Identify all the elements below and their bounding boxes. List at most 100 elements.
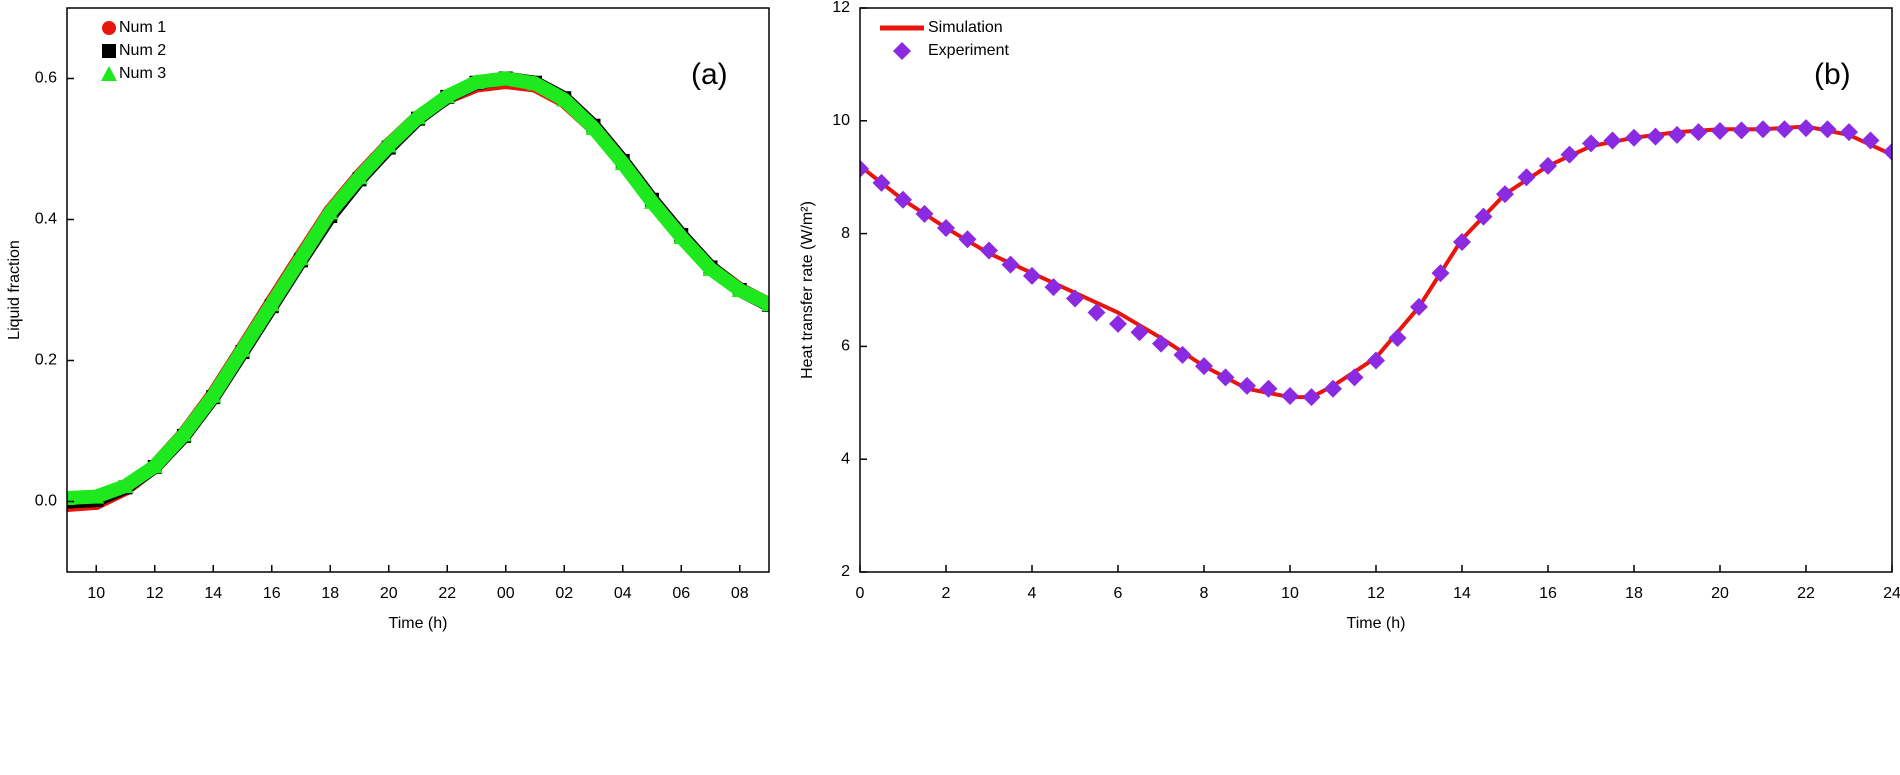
y-tick-label: 0.2 [35, 352, 57, 369]
marker [1066, 289, 1084, 308]
marker [1388, 328, 1407, 347]
marker [380, 137, 397, 153]
marker [176, 426, 192, 442]
marker [1001, 255, 1020, 274]
marker [88, 488, 105, 504]
legend-marker [102, 21, 116, 35]
x-tick-label: 10 [87, 585, 105, 602]
marker [585, 119, 602, 135]
marker [1775, 120, 1794, 139]
y-tick-label: 4 [841, 450, 850, 467]
marker [937, 218, 955, 237]
marker [1345, 368, 1364, 387]
plot-frame [859, 7, 1893, 573]
x-tick-label: 00 [497, 585, 515, 602]
marker [1625, 128, 1643, 147]
marker [351, 169, 368, 185]
x-tick-label: 18 [1625, 585, 1643, 602]
marker [980, 241, 998, 260]
legend-label: Simulation [928, 19, 1003, 36]
marker [1087, 303, 1106, 322]
marker [1173, 345, 1192, 364]
marker [1646, 127, 1665, 146]
x-tick-label: 02 [555, 585, 573, 602]
x-tick-label: 8 [1200, 585, 1209, 602]
marker [1431, 264, 1450, 283]
marker [410, 109, 426, 125]
marker [1130, 323, 1149, 342]
marker [1302, 388, 1321, 407]
marker [1797, 119, 1815, 138]
x-tick-label: 14 [1453, 585, 1471, 602]
marker [234, 341, 251, 357]
marker [731, 282, 748, 297]
marker [644, 193, 660, 209]
marker [614, 155, 631, 171]
x-tick-label: 16 [263, 585, 281, 602]
marker [1517, 168, 1536, 187]
marker [1259, 379, 1278, 398]
x-tick-label: 22 [438, 585, 456, 602]
x-tick-label: 0 [856, 585, 865, 602]
x-tick-label: 6 [1114, 585, 1123, 602]
marker [1818, 120, 1837, 139]
series-band [67, 71, 769, 505]
marker [1410, 297, 1428, 316]
marker [702, 260, 719, 276]
x-tick-label: 12 [1367, 585, 1385, 602]
legend-marker [893, 42, 911, 60]
x-tick-label: 16 [1539, 585, 1557, 602]
marker [205, 387, 222, 403]
marker [322, 204, 339, 220]
legend-label: Experiment [928, 42, 1009, 59]
marker [497, 70, 514, 86]
legend-marker [102, 44, 116, 58]
marker [761, 296, 769, 312]
y-tick-label: 6 [841, 338, 850, 355]
marker [1840, 123, 1858, 142]
marker [1238, 376, 1256, 395]
y-tick-label: 0.0 [35, 493, 57, 510]
x-tick-label: 20 [1711, 585, 1729, 602]
marker [527, 75, 543, 91]
marker [1603, 131, 1622, 150]
marker [1367, 351, 1385, 370]
marker [1883, 142, 1892, 161]
marker [1732, 121, 1751, 140]
marker [146, 458, 163, 474]
marker [1496, 185, 1514, 204]
marker [1109, 314, 1127, 333]
marker [263, 296, 280, 312]
annotation: (a) [691, 58, 728, 91]
plot-frame [66, 7, 770, 573]
y-tick-label: 0.6 [35, 70, 57, 87]
x-tick-label: 22 [1797, 585, 1815, 602]
marker [860, 159, 869, 178]
legend-marker [101, 66, 117, 81]
x-tick-label: 04 [614, 585, 632, 602]
y-tick-label: 2 [841, 563, 850, 580]
marker [1861, 131, 1880, 150]
marker [556, 91, 573, 107]
marker [1474, 207, 1493, 226]
x-tick-label: 18 [321, 585, 339, 602]
legend-label: Num 1 [119, 19, 166, 36]
marker [1560, 145, 1579, 164]
marker [915, 204, 934, 223]
x-tick-label: 4 [1028, 585, 1037, 602]
annotation: (b) [1814, 58, 1851, 91]
legend-label: Num 2 [119, 42, 166, 59]
marker [1582, 134, 1600, 153]
x-tick-label: 10 [1281, 585, 1299, 602]
marker [1152, 334, 1170, 353]
marker [894, 190, 912, 209]
marker [1023, 266, 1041, 285]
x-tick-label: 20 [380, 585, 398, 602]
marker [1281, 387, 1299, 406]
marker [1754, 120, 1772, 139]
marker [1195, 357, 1213, 376]
x-tick-label: 14 [204, 585, 222, 602]
y-axis-label: Heat transfer rate (W/m²) [799, 201, 816, 379]
legend-label: Num 3 [119, 65, 166, 82]
